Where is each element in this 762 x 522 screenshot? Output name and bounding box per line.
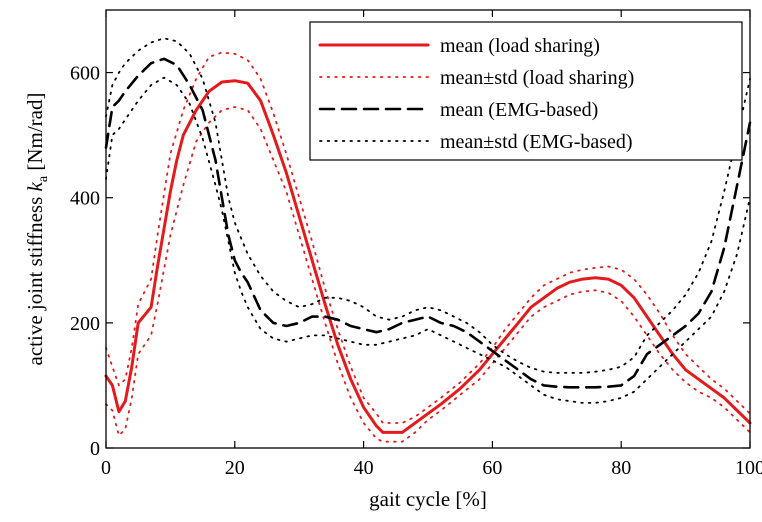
series-layer bbox=[104, 37, 752, 443]
y-axis-label-unit: [Nm/rad] bbox=[23, 93, 47, 176]
legend-label-0: mean (load sharing) bbox=[440, 35, 600, 57]
series-line-1-mean-std-load-sharing bbox=[105, 51, 751, 424]
plot-frame bbox=[105, 9, 751, 449]
series-line-2 bbox=[105, 106, 751, 443]
x-tick-label: 0 bbox=[101, 457, 111, 479]
y-tick-label: 600 bbox=[70, 63, 100, 85]
y-axis-label-main: active joint stiffness bbox=[23, 191, 47, 365]
series-line-5 bbox=[105, 76, 751, 404]
y-tick-label: 400 bbox=[70, 188, 100, 210]
tick-layer: 0 20 40 60 80 100 0 200 400 600 bbox=[70, 10, 762, 479]
x-tick-label: 60 bbox=[482, 457, 502, 479]
series-line-4-mean-std-emg-based bbox=[105, 37, 751, 374]
legend: mean (load sharing) mean±std (load sharin… bbox=[309, 21, 743, 161]
y-tick-label: 0 bbox=[90, 438, 100, 460]
x-tick-label: 20 bbox=[225, 457, 245, 479]
x-tick-label: 100 bbox=[735, 457, 762, 479]
x-axis-label: gait cycle [%] bbox=[369, 487, 487, 511]
y-axis-label-sub: a bbox=[36, 175, 51, 182]
legend-label-1: mean±std (load sharing) bbox=[440, 67, 634, 89]
y-axis-label: active joint stiffness ka [Nm/rad] bbox=[23, 93, 51, 366]
y-axis-label-var: k bbox=[23, 181, 47, 191]
x-tick-label: 80 bbox=[611, 457, 631, 479]
legend-label-3: mean±std (EMG-based) bbox=[440, 131, 633, 153]
series-line-3-mean-emg-based bbox=[104, 57, 752, 389]
y-tick-label: 200 bbox=[70, 313, 100, 335]
x-tick-label: 40 bbox=[354, 457, 374, 479]
series-line-0-mean-load-sharing bbox=[104, 79, 752, 434]
legend-items: mean (load sharing) mean±std (load sharin… bbox=[318, 35, 634, 153]
legend-label-2: mean (EMG-based) bbox=[440, 99, 598, 121]
